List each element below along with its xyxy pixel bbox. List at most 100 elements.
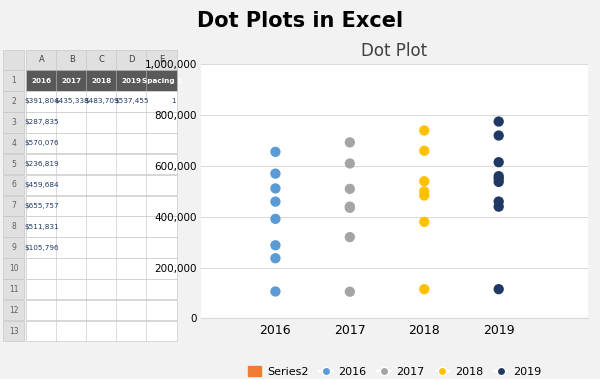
Text: 13: 13 xyxy=(9,326,19,335)
Bar xyxy=(3,175,24,195)
Bar xyxy=(116,300,147,320)
Bar xyxy=(146,237,178,258)
Point xyxy=(271,255,280,261)
Text: 2017: 2017 xyxy=(62,78,82,84)
Bar xyxy=(146,258,178,279)
Bar xyxy=(3,91,24,112)
Bar xyxy=(146,70,178,91)
Bar xyxy=(146,112,178,133)
Point xyxy=(345,289,355,295)
Bar xyxy=(3,112,24,133)
Bar xyxy=(56,50,87,70)
Legend: Series2, 2016, 2017, 2018, 2019: Series2, 2016, 2017, 2018, 2019 xyxy=(244,362,545,379)
Bar xyxy=(56,237,87,258)
Point xyxy=(271,171,280,177)
Bar xyxy=(116,50,147,70)
Point xyxy=(271,288,280,294)
Text: Spacing 1: Spacing 1 xyxy=(142,78,182,84)
Bar xyxy=(86,279,117,299)
Bar xyxy=(3,321,24,341)
Bar xyxy=(26,133,57,153)
Point xyxy=(271,185,280,191)
Point xyxy=(345,186,355,192)
Bar xyxy=(116,216,147,237)
Bar xyxy=(116,133,147,153)
Text: 1: 1 xyxy=(171,99,176,105)
Point xyxy=(494,175,503,182)
Text: 8: 8 xyxy=(11,222,16,231)
Bar xyxy=(56,279,87,299)
Text: 6: 6 xyxy=(11,180,16,190)
Text: B: B xyxy=(68,55,74,64)
Point xyxy=(271,242,280,248)
Text: 12: 12 xyxy=(9,305,19,315)
Text: 11: 11 xyxy=(9,285,19,294)
Point xyxy=(494,119,503,125)
Point xyxy=(419,219,429,225)
Bar xyxy=(26,300,57,320)
Bar xyxy=(56,175,87,195)
Text: $236,819: $236,819 xyxy=(24,161,59,167)
Point xyxy=(419,188,429,194)
Bar xyxy=(116,91,147,112)
Bar xyxy=(3,154,24,174)
Bar xyxy=(86,300,117,320)
Bar xyxy=(146,321,178,341)
Text: $391,804: $391,804 xyxy=(24,99,59,105)
Bar xyxy=(86,216,117,237)
Bar xyxy=(56,321,87,341)
Bar xyxy=(116,196,147,216)
Bar xyxy=(56,133,87,153)
Point xyxy=(345,205,355,211)
Bar xyxy=(56,300,87,320)
Bar xyxy=(26,196,57,216)
Bar xyxy=(3,133,24,153)
Point xyxy=(494,173,503,179)
Text: 5: 5 xyxy=(11,160,16,169)
Bar xyxy=(26,237,57,258)
Bar xyxy=(146,196,178,216)
Text: $435,338: $435,338 xyxy=(54,99,89,105)
Bar xyxy=(86,237,117,258)
Bar xyxy=(56,112,87,133)
Bar xyxy=(86,50,117,70)
Bar xyxy=(146,154,178,174)
Point xyxy=(494,286,503,292)
Text: 2019: 2019 xyxy=(122,78,142,84)
Point xyxy=(494,179,503,185)
Point xyxy=(419,193,429,199)
Bar xyxy=(86,196,117,216)
Text: A: A xyxy=(38,55,44,64)
Bar xyxy=(86,133,117,153)
Bar xyxy=(86,175,117,195)
Bar xyxy=(3,237,24,258)
Bar xyxy=(56,91,87,112)
Bar xyxy=(56,70,87,91)
Bar xyxy=(86,70,117,91)
Text: 10: 10 xyxy=(9,264,19,273)
Point xyxy=(494,133,503,139)
Bar xyxy=(26,258,57,279)
Text: $105,796: $105,796 xyxy=(24,244,59,251)
Bar xyxy=(116,112,147,133)
Bar xyxy=(56,216,87,237)
Bar xyxy=(26,91,57,112)
Point xyxy=(419,148,429,154)
Bar xyxy=(86,321,117,341)
Title: Dot Plot: Dot Plot xyxy=(361,42,428,60)
Bar xyxy=(86,154,117,174)
Point xyxy=(271,149,280,155)
Text: $570,076: $570,076 xyxy=(24,140,59,146)
Text: D: D xyxy=(128,55,135,64)
Text: $655,757: $655,757 xyxy=(24,203,59,209)
Bar xyxy=(26,321,57,341)
Point xyxy=(419,286,429,292)
Bar xyxy=(146,175,178,195)
Text: $459,684: $459,684 xyxy=(24,182,59,188)
Text: 7: 7 xyxy=(11,201,16,210)
Bar xyxy=(3,300,24,320)
Bar xyxy=(3,70,24,91)
Bar xyxy=(26,279,57,299)
Point xyxy=(271,199,280,205)
Bar xyxy=(56,196,87,216)
